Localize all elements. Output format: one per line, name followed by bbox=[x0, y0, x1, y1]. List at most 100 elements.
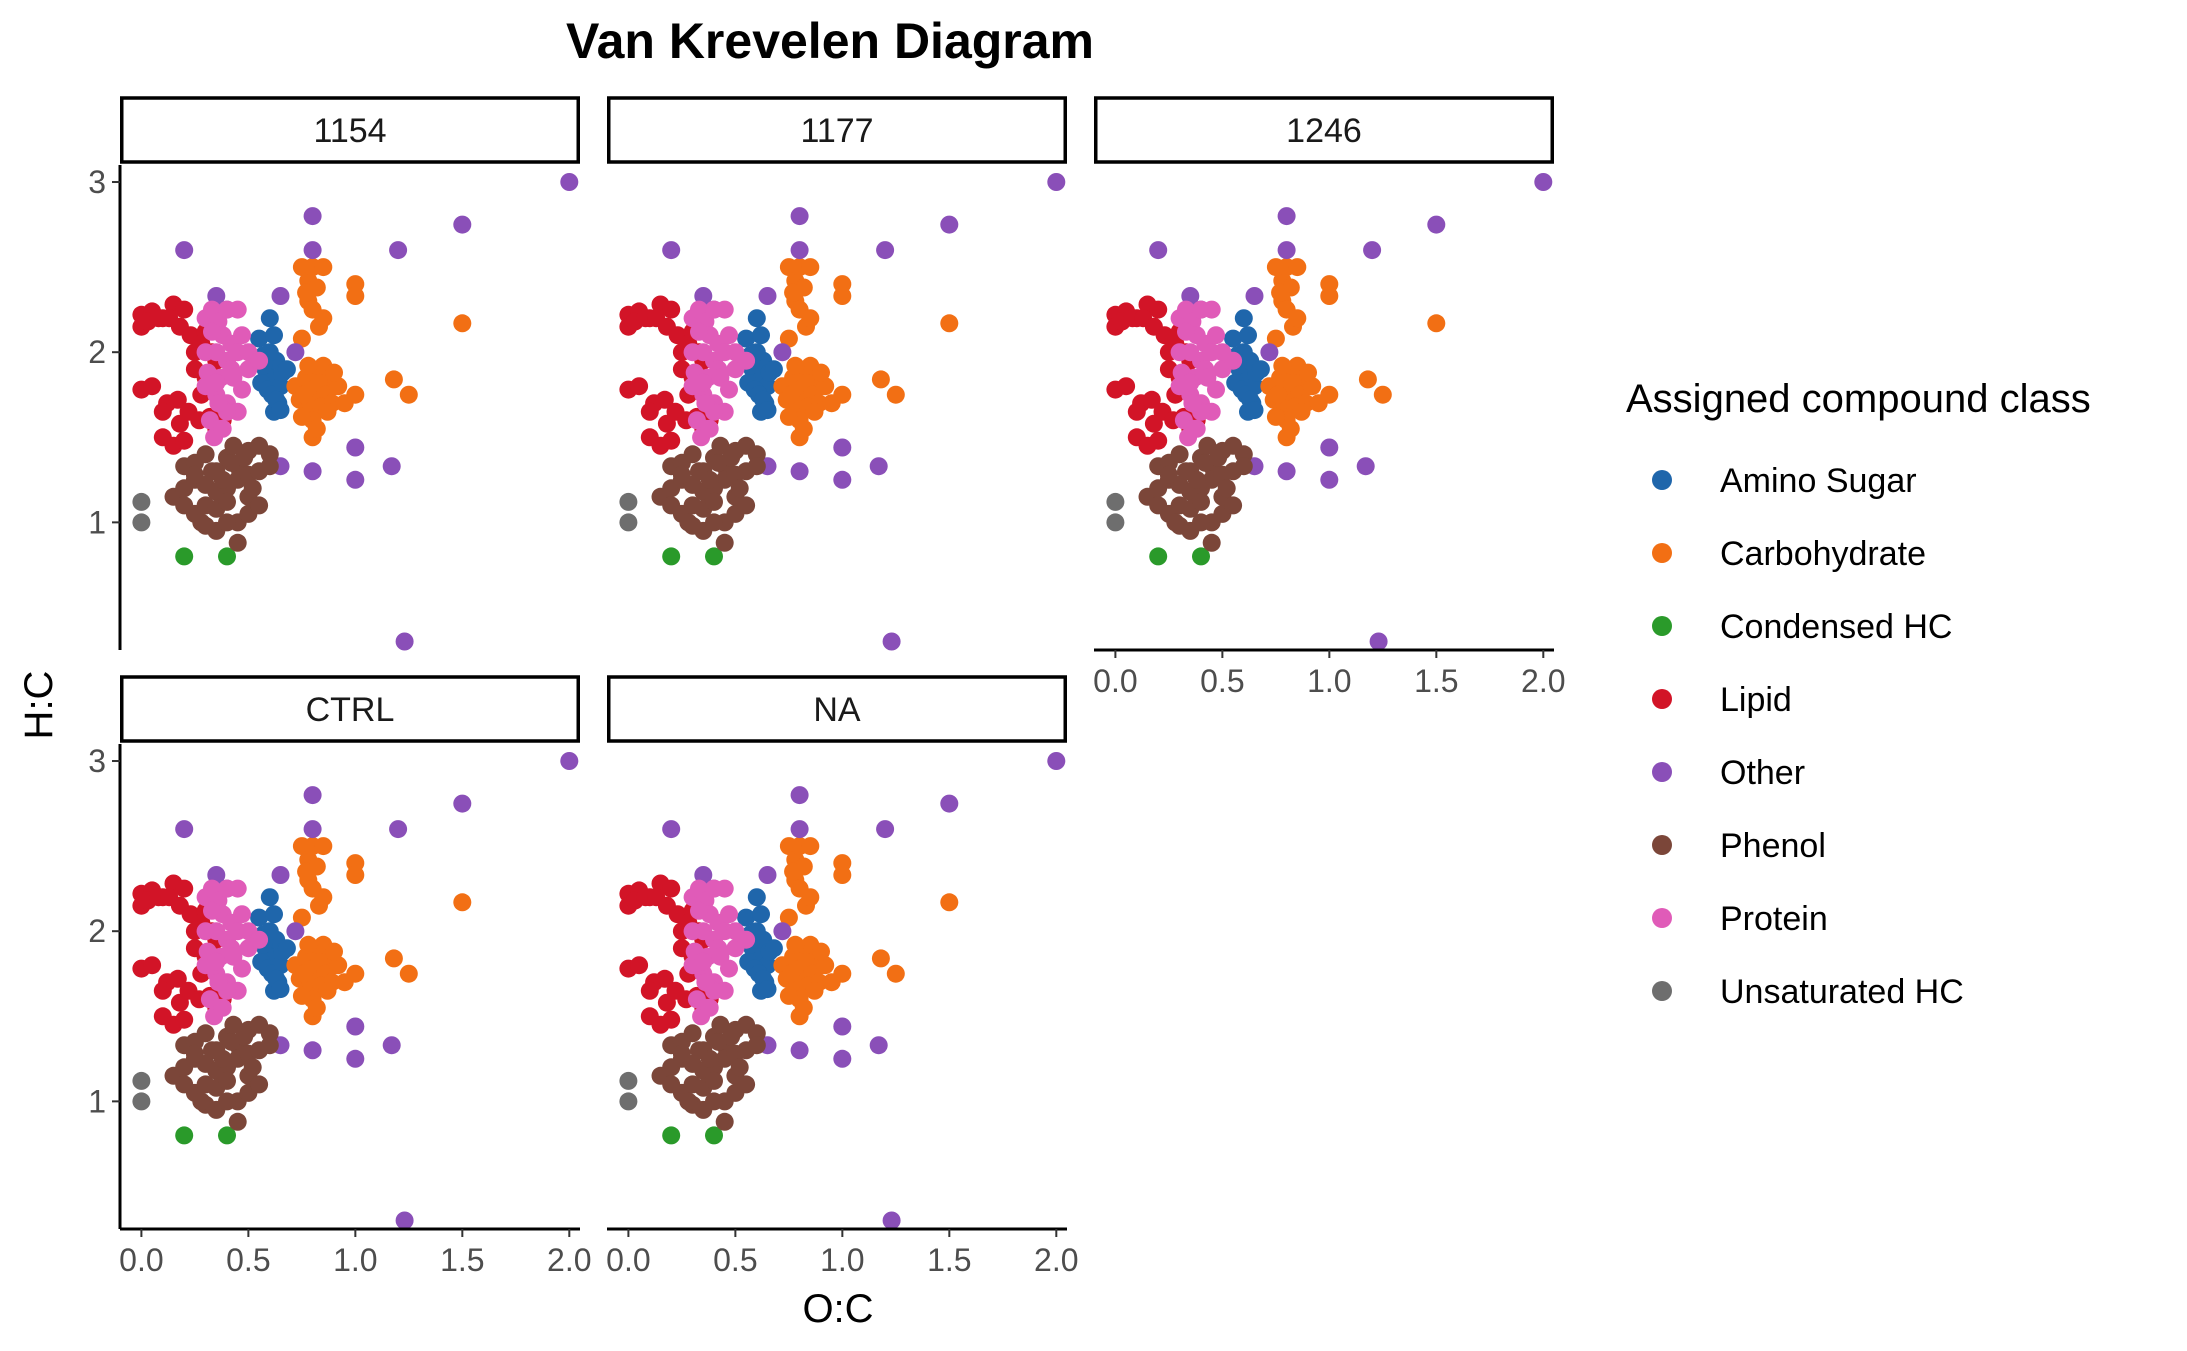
point-protein bbox=[213, 419, 232, 438]
point-carbohydrate bbox=[782, 385, 800, 404]
point-phenol bbox=[243, 1058, 262, 1077]
point-carbohydrate bbox=[346, 866, 365, 884]
point-lipid bbox=[143, 956, 162, 975]
point-amino-sugar bbox=[758, 980, 777, 999]
point-protein bbox=[1187, 419, 1206, 438]
point-phenol bbox=[185, 1044, 204, 1063]
point-protein bbox=[233, 380, 251, 399]
point-phenol bbox=[1209, 448, 1228, 467]
point-phenol bbox=[175, 496, 194, 515]
point-lipid bbox=[1117, 377, 1136, 396]
point-phenol bbox=[737, 496, 756, 515]
point-phenol bbox=[690, 462, 708, 481]
point-phenol bbox=[228, 1112, 247, 1131]
point-carbohydrate bbox=[297, 283, 316, 302]
point-carbohydrate bbox=[299, 935, 318, 954]
point-amino-sugar bbox=[1245, 401, 1264, 420]
x-tick-label: 0.0 bbox=[1093, 663, 1137, 699]
point-carbohydrate bbox=[314, 258, 333, 277]
point-protein bbox=[700, 419, 719, 438]
point-protein bbox=[213, 998, 232, 1017]
x-tick-label: 1.0 bbox=[1307, 663, 1351, 699]
point-other bbox=[869, 457, 888, 476]
point-phenol bbox=[1202, 533, 1221, 552]
point-phenol bbox=[730, 1058, 749, 1077]
point-carbohydrate bbox=[779, 986, 798, 1005]
point-phenol bbox=[683, 1024, 702, 1043]
point-lipid bbox=[630, 956, 649, 975]
point-other bbox=[303, 786, 322, 805]
point-phenol bbox=[218, 1071, 236, 1090]
point-unsaturated-hc bbox=[132, 1092, 151, 1111]
point-phenol bbox=[192, 513, 211, 532]
point-other bbox=[453, 794, 472, 813]
point-carbohydrate bbox=[886, 964, 905, 983]
point-carbohydrate bbox=[801, 258, 820, 277]
point-condensed-hc bbox=[662, 1126, 681, 1145]
point-amino-sugar bbox=[752, 326, 770, 345]
point-phenol bbox=[224, 436, 243, 455]
point-other bbox=[303, 241, 322, 260]
point-phenol bbox=[224, 1015, 243, 1034]
point-phenol bbox=[1224, 496, 1243, 515]
point-protein bbox=[715, 300, 734, 319]
legend-item-phenol: Phenol bbox=[1652, 827, 1826, 865]
point-amino-sugar bbox=[1251, 360, 1270, 379]
point-carbohydrate bbox=[940, 314, 959, 333]
point-other bbox=[1534, 173, 1553, 191]
point-amino-sugar bbox=[250, 908, 269, 927]
point-protein bbox=[250, 351, 269, 370]
point-amino-sugar bbox=[271, 980, 290, 999]
facet-strip bbox=[120, 96, 580, 164]
point-carbohydrate bbox=[801, 837, 820, 856]
point-carbohydrate bbox=[794, 419, 813, 438]
facet-panel-1177: 1177 bbox=[607, 96, 1067, 651]
point-other bbox=[790, 786, 809, 805]
point-unsaturated-hc bbox=[619, 1071, 638, 1090]
point-other bbox=[876, 241, 895, 260]
point-carbohydrate bbox=[1266, 407, 1285, 426]
point-carbohydrate bbox=[812, 942, 830, 961]
point-carbohydrate bbox=[384, 949, 403, 968]
point-amino-sugar bbox=[758, 401, 777, 420]
legend-label: Amino Sugar bbox=[1720, 462, 1917, 500]
point-phenol bbox=[1192, 492, 1210, 511]
point-other bbox=[207, 287, 226, 305]
point-phenol bbox=[185, 465, 204, 484]
facet-strip bbox=[607, 675, 1067, 743]
point-amino-sugar bbox=[747, 309, 766, 328]
point-protein bbox=[690, 322, 708, 341]
point-other bbox=[662, 241, 681, 260]
point-carbohydrate bbox=[1427, 314, 1446, 333]
point-carbohydrate bbox=[295, 964, 313, 983]
point-other bbox=[271, 287, 290, 305]
point-phenol bbox=[705, 492, 723, 511]
point-phenol bbox=[711, 436, 730, 455]
point-other bbox=[1369, 632, 1388, 651]
point-amino-sugar bbox=[260, 888, 279, 907]
point-protein bbox=[207, 373, 226, 392]
point-other bbox=[790, 241, 809, 260]
point-carbohydrate bbox=[346, 385, 365, 404]
y-tick-label: 2 bbox=[88, 913, 106, 949]
point-other bbox=[560, 752, 579, 770]
point-carbohydrate bbox=[1266, 329, 1285, 348]
point-carbohydrate bbox=[1271, 283, 1290, 302]
point-protein bbox=[233, 905, 251, 924]
point-carbohydrate bbox=[325, 942, 343, 961]
point-protein bbox=[720, 326, 738, 345]
point-protein bbox=[203, 322, 221, 341]
point-carbohydrate bbox=[816, 377, 835, 396]
point-phenol bbox=[705, 1071, 723, 1090]
point-carbohydrate bbox=[871, 949, 890, 968]
legend-swatch bbox=[1652, 689, 1672, 709]
point-phenol bbox=[1192, 513, 1210, 532]
point-carbohydrate bbox=[314, 837, 333, 856]
point-other bbox=[286, 343, 305, 362]
point-phenol bbox=[679, 513, 698, 532]
facet-strip bbox=[1094, 96, 1554, 164]
point-lipid bbox=[630, 377, 649, 396]
point-other bbox=[346, 1017, 365, 1036]
point-phenol bbox=[260, 1036, 279, 1055]
point-phenol bbox=[705, 1092, 723, 1111]
